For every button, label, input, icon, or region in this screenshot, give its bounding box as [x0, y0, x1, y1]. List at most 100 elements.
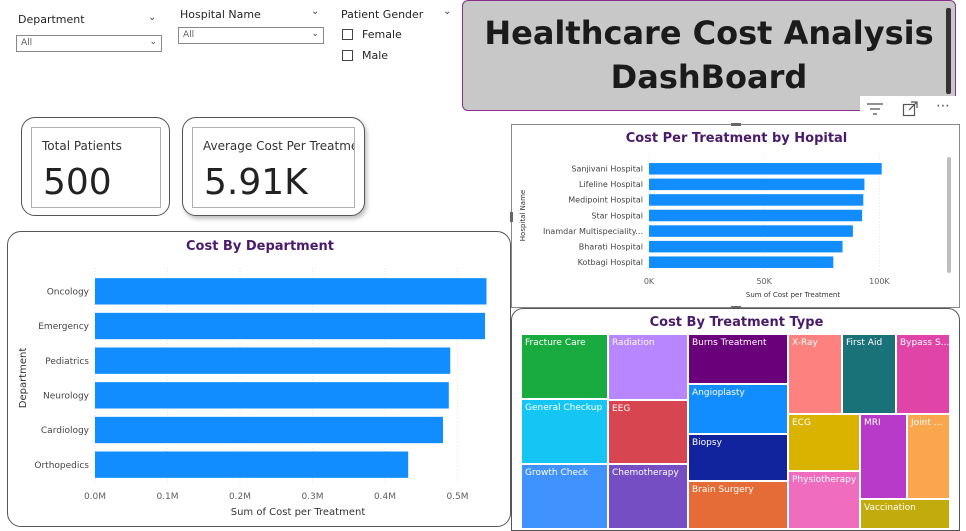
treemap-tile-label: Fracture Care — [525, 338, 586, 348]
x-tick-label: 0K — [644, 277, 655, 286]
department-dropdown[interactable]: All ⌄ — [16, 35, 162, 52]
chevron-down-icon[interactable]: ⌄ — [443, 6, 452, 17]
y-tick-label: Pediatrics — [45, 357, 89, 367]
treemap-tile-label: X-Ray — [792, 338, 818, 348]
bar — [649, 256, 834, 268]
treemap-tile-label: First Aid — [846, 338, 883, 348]
department-bar-chart: 0.0M 0.1M 0.2M 0.3M 0.4M 0.5M Oncology Emergenc… — [18, 268, 487, 518]
y-tick-label: Kotbagi Hospital — [578, 258, 643, 267]
y-tick-label: Sanjivani Hospital — [571, 165, 643, 174]
x-tick-label: 0.3M — [301, 492, 323, 502]
treemap-tile[interactable]: Chemotherapy — [608, 464, 688, 529]
chevron-down-icon[interactable]: ⌄ — [148, 12, 157, 23]
chart-title: Cost By Department — [185, 239, 334, 254]
y-tick-label: Cardiology — [41, 426, 90, 436]
treemap-tile[interactable]: Bypass S... — [896, 334, 950, 414]
checkbox[interactable] — [342, 49, 353, 61]
dashboard-title-line1: Healthcare Cost Analysis — [484, 14, 934, 52]
treemap-tile[interactable]: First Aid — [842, 334, 896, 414]
cost-by-department-visual[interactable]: Cost By Department 0.0M 0.1M 0.2M 0.3M 0.4M 0… — [7, 231, 511, 527]
cost-by-hospital-visual[interactable]: Cost Per Treatment by Hopital 0K 50K 100K S… — [510, 123, 960, 309]
chevron-down-icon[interactable]: ⌄ — [311, 6, 320, 17]
treemap-tile[interactable]: Radiation — [608, 334, 688, 400]
gender-option-label: Male — [362, 48, 389, 62]
chart-title: Cost Per Treatment by Hopital — [625, 131, 848, 146]
treemap-tile-label: General Checkup — [525, 403, 603, 413]
gender-option-female[interactable]: Female — [342, 25, 402, 43]
gender-slicer: Patient Gender ⌄ Female Male — [340, 6, 456, 64]
x-tick-label: 0.5M — [446, 492, 468, 502]
treemap-tile-label: Biopsy — [692, 438, 722, 448]
y-tick-label: Oncology — [47, 287, 90, 297]
treemap-tile[interactable]: Biopsy — [688, 434, 788, 481]
x-tick-label: 0.4M — [374, 492, 396, 502]
card-value: 500 — [43, 162, 112, 203]
treemap-tile-label: Vaccination — [864, 503, 916, 513]
treemap-tile[interactable]: ECG — [788, 414, 860, 471]
x-axis-title: Sum of Cost per Treatment — [231, 507, 366, 518]
treatment-treemap: Fracture Care General Checkup Growth Check… — [521, 334, 950, 529]
x-tick-label: 0.0M — [84, 492, 106, 502]
y-tick-label: Medipoint Hospital — [568, 196, 643, 205]
hospital-dropdown-value: All — [183, 30, 195, 40]
hospital-slicer-title: Hospital Name — [180, 8, 261, 21]
chart-title: Cost By Treatment Type — [649, 315, 824, 330]
more-options-icon[interactable]: ⋯ — [936, 98, 951, 114]
card-label: Total Patients — [42, 139, 122, 153]
treemap-tile-label: Joint ... — [911, 418, 943, 428]
treemap-tile-label: ECG — [792, 418, 811, 428]
gender-option-male[interactable]: Male — [342, 46, 388, 64]
treemap-tile[interactable]: MRI — [860, 414, 907, 499]
y-axis-title: Department — [18, 348, 29, 409]
treemap-tile-label: EEG — [612, 404, 631, 414]
treemap-tile[interactable]: Angioplasty — [688, 384, 788, 434]
x-tick-label: 100K — [869, 277, 890, 286]
bar — [95, 278, 487, 305]
title-scrollbar[interactable] — [946, 8, 951, 94]
department-slicer: Department ⌄ All ⌄ — [16, 10, 162, 52]
treemap-tile-label: Angioplasty — [692, 388, 745, 398]
treemap-tile[interactable]: Burns Treatment — [688, 334, 788, 384]
focus-mode-icon[interactable] — [902, 101, 918, 117]
total-patients-card: Total Patients 500 — [21, 117, 170, 216]
resize-handle-top[interactable] — [731, 123, 741, 126]
y-tick-label: Orthopedics — [34, 461, 89, 471]
bar — [649, 209, 863, 222]
x-tick-label: 0.1M — [156, 492, 178, 502]
treemap-tile[interactable]: Vaccination — [860, 499, 950, 529]
treemap-tile[interactable]: Growth Check — [521, 464, 608, 529]
treemap-tile[interactable]: EEG — [608, 400, 688, 464]
x-axis-title: Sum of Cost per Treatment — [746, 291, 840, 299]
y-tick-label: Bharati Hospital — [579, 242, 643, 251]
treemap-tile-label: Burns Treatment — [692, 338, 767, 348]
card-inner: Total Patients 500 — [31, 127, 161, 208]
treemap-tile-label: Brain Surgery — [692, 485, 754, 495]
bar — [95, 416, 443, 444]
treemap-tile-label: Bypass S... — [900, 338, 950, 348]
y-axis-title: Hospital Name — [519, 190, 527, 241]
treemap-tile[interactable]: X-Ray — [788, 334, 842, 414]
card-value: 5.91K — [204, 162, 308, 203]
gender-option-label: Female — [362, 27, 402, 41]
treemap-tile-label: MRI — [864, 418, 881, 428]
filter-icon[interactable] — [866, 102, 884, 116]
dashboard-title-line2: DashBoard — [610, 58, 808, 96]
hospital-dropdown[interactable]: All ⌄ — [178, 27, 324, 44]
treemap-tile[interactable]: Physiotherapy — [788, 471, 860, 529]
department-slicer-title: Department — [18, 13, 85, 26]
bar — [95, 312, 486, 340]
card-inner: Average Cost Per Treatmen 5.91K — [192, 127, 355, 208]
resize-handle-bottom[interactable] — [731, 306, 741, 309]
treemap-tile[interactable]: Joint ... — [907, 414, 950, 499]
treemap-tile[interactable]: General Checkup — [521, 399, 608, 464]
bar — [649, 194, 864, 206]
hospital-slicer: Hospital Name ⌄ All ⌄ — [178, 6, 324, 48]
checkbox[interactable] — [342, 28, 353, 40]
treemap-tile[interactable]: Fracture Care — [521, 334, 608, 399]
treemap-tile[interactable]: Brain Surgery — [688, 481, 788, 529]
resize-handle-left[interactable] — [510, 212, 513, 222]
dashboard-title-box: Healthcare Cost Analysis DashBoard — [462, 0, 956, 111]
chart-scrollbar[interactable] — [947, 157, 951, 273]
bar — [95, 451, 409, 478]
bar — [649, 240, 843, 253]
